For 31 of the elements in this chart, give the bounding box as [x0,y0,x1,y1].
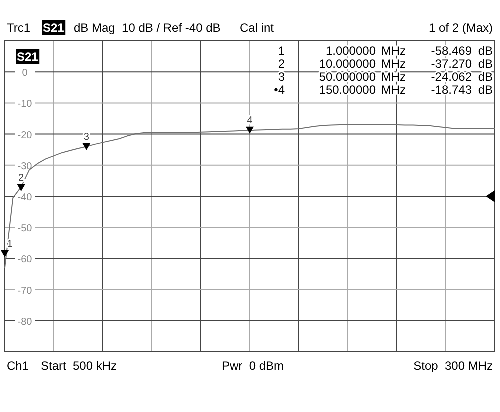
y-tick-label: -60 [18,254,33,266]
text: Cal int [240,21,275,35]
annotation: 1 [278,44,286,58]
text: 1 [7,238,13,250]
annotation: 3 [278,70,286,84]
point [246,126,254,134]
text: Pwr 0 dBm [222,359,284,373]
point [1,250,9,258]
annotation: 2 [278,57,286,71]
text: 3 [84,132,90,143]
point [82,143,91,150]
text: S21 [43,21,65,35]
annotation: 4 [247,115,254,126]
text: 1 of 2 (Max) [428,21,493,35]
text: Start 500 kHz [41,359,118,373]
text: Ch1 [7,359,30,373]
line-series [4,124,496,269]
text: dB Mag 10 dB / Ref -40 dB [74,21,221,35]
y-tick-label: -70 [18,286,33,297]
text: Stop 300 MHz [414,359,493,373]
y-tick-label: -20 [18,130,33,142]
y-tick-label: -80 [18,316,33,328]
y-tick-label: -10 [18,99,33,110]
point [17,184,26,192]
text: Trc1 [7,21,31,35]
y-tick-label: 0 [22,68,28,80]
text: 2 [18,173,24,184]
annotation: S21 [17,50,39,64]
y-tick-label: -50 [18,224,33,235]
y-tick-label: -40 [18,192,33,204]
y-tick-label: -30 [18,161,33,172]
